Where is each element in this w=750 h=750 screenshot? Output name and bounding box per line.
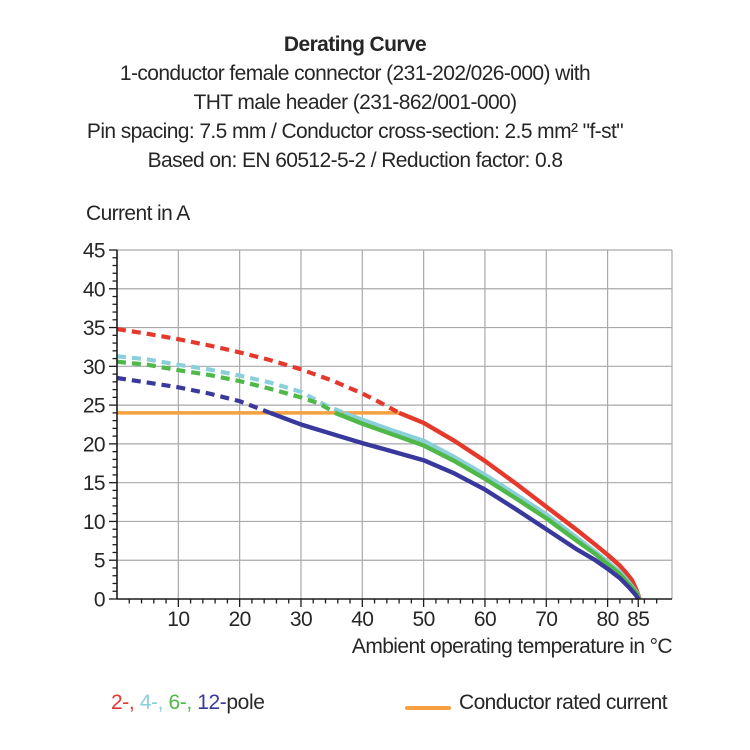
y-tick-label: 10 <box>83 511 105 534</box>
x-tick-label: 80 <box>597 608 619 631</box>
legend-pole-item: 6-, <box>168 691 198 714</box>
curve-4-pole-dashed <box>116 354 345 415</box>
chart-subtitle-line-4: Based on: EN 60512-5-2 / Reduction facto… <box>147 149 563 172</box>
y-tick-label: 25 <box>83 395 105 418</box>
rated-current-label: Conductor rated current <box>459 691 668 714</box>
x-tick-label: 10 <box>167 608 189 631</box>
y-tick-label: 20 <box>83 433 105 456</box>
chart-title: Derating Curve <box>283 33 427 56</box>
legend-pole-item: 12- <box>197 691 227 714</box>
legend-pole-item: 4-, <box>139 691 169 714</box>
legend-pole-group: 2-, 4-, 6-, 12-pole <box>111 691 265 715</box>
curve-12-pole-dashed <box>116 375 272 415</box>
curve-2-pole-solid <box>398 410 642 600</box>
grid-layer <box>117 249 673 599</box>
legend-pole-item: pole <box>226 691 265 714</box>
curve-2-pole-dashed <box>116 327 401 415</box>
legend-pole-item: 2-, <box>111 691 140 714</box>
curve-6-pole-dashed <box>116 359 337 415</box>
title-block: Derating Curve 1-conductor female connec… <box>70 30 640 175</box>
axes-layer <box>116 250 672 600</box>
tick-labels-layer: 0 5 10 15 20 25 30 35 40 45 10 20 30 40 50 60 70 80 85 <box>83 240 650 632</box>
x-tick-label: 40 <box>351 608 373 631</box>
x-tick-label: 50 <box>413 608 435 631</box>
curve-12-pole-solid <box>269 410 641 601</box>
chart-subtitle-line-1: 1-conductor female connector (231-202/02… <box>119 62 591 85</box>
x-axis-title: Ambient operating temperature in °C <box>351 635 673 658</box>
y-tick-label: 5 <box>94 550 105 573</box>
x-tick-label: 70 <box>535 608 557 631</box>
rated-current-swatch <box>405 706 451 710</box>
y-tick-label: 30 <box>83 356 105 379</box>
y-axis-title: Current in A <box>86 202 190 225</box>
x-tick-label: 85 <box>627 608 649 631</box>
y-tick-label: 45 <box>83 240 105 263</box>
curve-6-pole-solid <box>334 410 641 600</box>
y-tick-label: 0 <box>94 589 105 612</box>
chart-subtitle-line-2: THT male header (231-862/001-000) <box>193 91 517 114</box>
ticks-layer <box>109 249 658 607</box>
y-tick-label: 15 <box>83 472 105 495</box>
x-tick-label: 30 <box>290 608 312 631</box>
curves-layer <box>116 327 642 601</box>
chart-subtitle-line-3: Pin spacing: 7.5 mm / Conductor cross-se… <box>86 120 624 143</box>
x-tick-label: 20 <box>229 608 251 631</box>
curve-4-pole-solid <box>343 410 642 600</box>
x-tick-label: 60 <box>474 608 496 631</box>
y-tick-label: 35 <box>83 317 105 340</box>
y-tick-label: 40 <box>83 278 105 301</box>
